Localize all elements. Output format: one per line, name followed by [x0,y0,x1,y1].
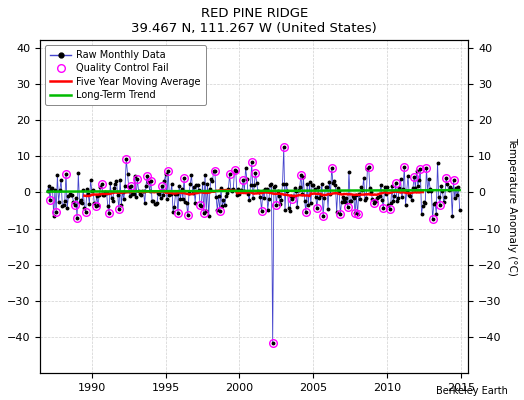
Y-axis label: Temperature Anomaly (°C): Temperature Anomaly (°C) [507,137,517,276]
Title: RED PINE RIDGE
39.467 N, 111.267 W (United States): RED PINE RIDGE 39.467 N, 111.267 W (Unit… [132,7,377,35]
Text: Berkeley Earth: Berkeley Earth [436,386,508,396]
Legend: Raw Monthly Data, Quality Control Fail, Five Year Moving Average, Long-Term Tren: Raw Monthly Data, Quality Control Fail, … [45,45,205,105]
